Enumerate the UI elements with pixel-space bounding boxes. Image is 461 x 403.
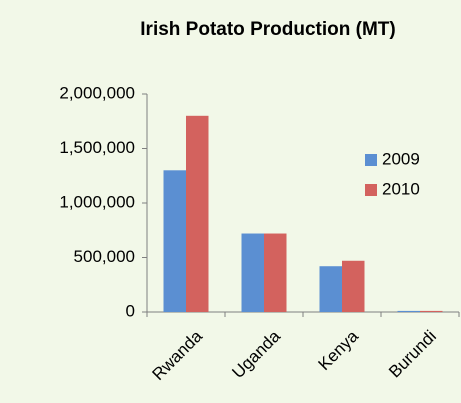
bar [319, 266, 342, 312]
y-tick-label: 500,000 [74, 247, 135, 266]
bar [420, 310, 443, 312]
legend-swatch [365, 154, 377, 166]
y-tick-label: 1,500,000 [59, 138, 135, 157]
bar [264, 233, 287, 312]
y-tick-label: 2,000,000 [59, 83, 135, 102]
bar [397, 310, 420, 312]
y-tick-label: 1,000,000 [59, 192, 135, 211]
bar [186, 115, 209, 312]
bar [163, 170, 186, 312]
legend-label: 2010 [382, 179, 420, 198]
y-tick-label: 0 [126, 301, 135, 320]
bar [241, 233, 264, 312]
chart-title: Irish Potato Production (MT) [140, 19, 395, 40]
bar [342, 260, 365, 312]
legend-swatch [365, 184, 377, 196]
legend-label: 2009 [382, 149, 420, 168]
